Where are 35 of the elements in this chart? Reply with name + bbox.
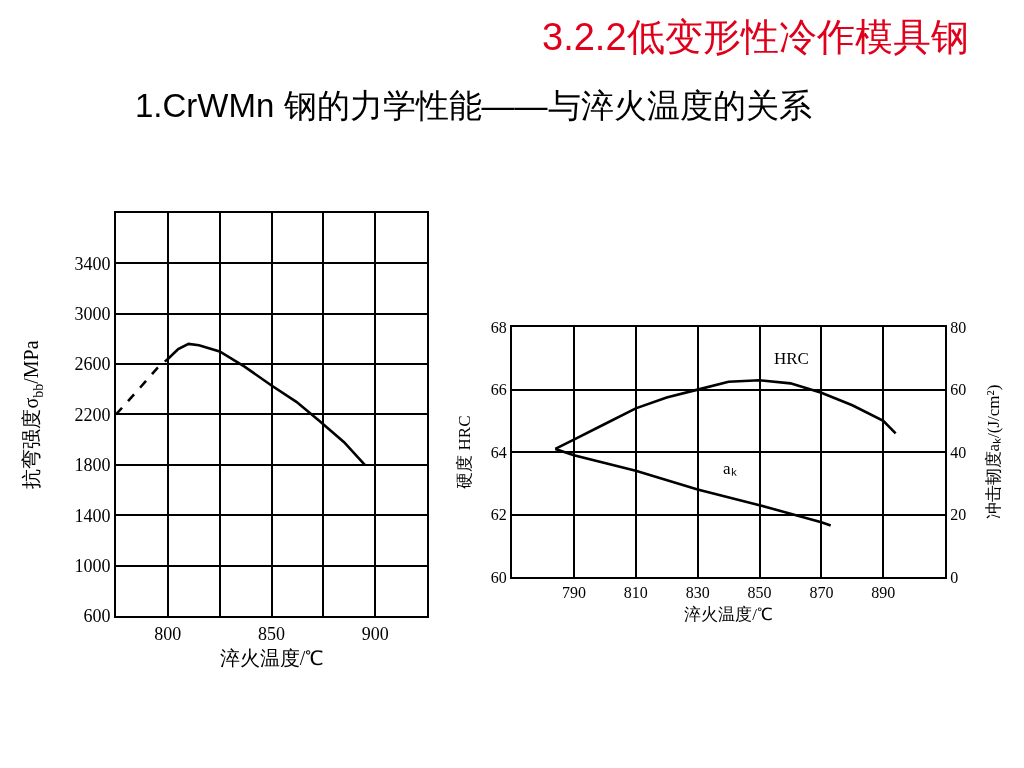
x-axis-title: 淬火温度/℃ [219,646,324,669]
y2-axis-title: 冲击韧度aₖ/(J/cm²) [984,384,1004,520]
chart-title: 3.2.2低变形性冷作模具钢 [542,16,969,58]
x-tick-label: 830 [685,584,710,602]
y-tick-label: 3400 [74,253,111,274]
x-tick-label: 890 [871,584,896,602]
y2-tick-label: 40 [950,443,967,461]
y-tick-label: 1000 [74,555,111,576]
x-tick-label: 850 [258,623,286,644]
x-tick-label: 900 [361,623,389,644]
y-tick-label: 60 [490,568,507,586]
y2-tick-label: 0 [950,568,959,586]
y-tick-label: 1800 [74,455,111,476]
y2-tick-label: 60 [950,381,967,399]
series-label: aₖ [723,459,737,478]
x-tick-label: 800 [154,623,182,644]
y-tick-label: 2600 [74,354,111,375]
y-tick-label: 68 [490,318,507,336]
series-label: HRC [774,349,809,368]
y-tick-label: 2200 [74,404,111,425]
y2-tick-label: 20 [950,506,967,524]
y-tick-label: 62 [490,506,507,524]
x-tick-label: 790 [561,584,586,602]
chart-subtitle: 1.CrWMn 钢的力学性能——与淬火温度的关系 [135,87,812,124]
y-tick-label: 64 [490,443,507,461]
y-tick-label: 1400 [74,505,111,526]
x-tick-label: 850 [747,584,772,602]
y-tick-label: 600 [83,606,111,627]
x-axis-title: 淬火温度/℃ [684,605,773,625]
y2-tick-label: 80 [950,318,967,336]
y-axis-title: 硬度 HRC [454,415,474,489]
y-tick-label: 3000 [74,304,111,325]
x-tick-label: 810 [623,584,648,602]
y-tick-label: 66 [490,381,507,399]
x-tick-label: 870 [809,584,834,602]
